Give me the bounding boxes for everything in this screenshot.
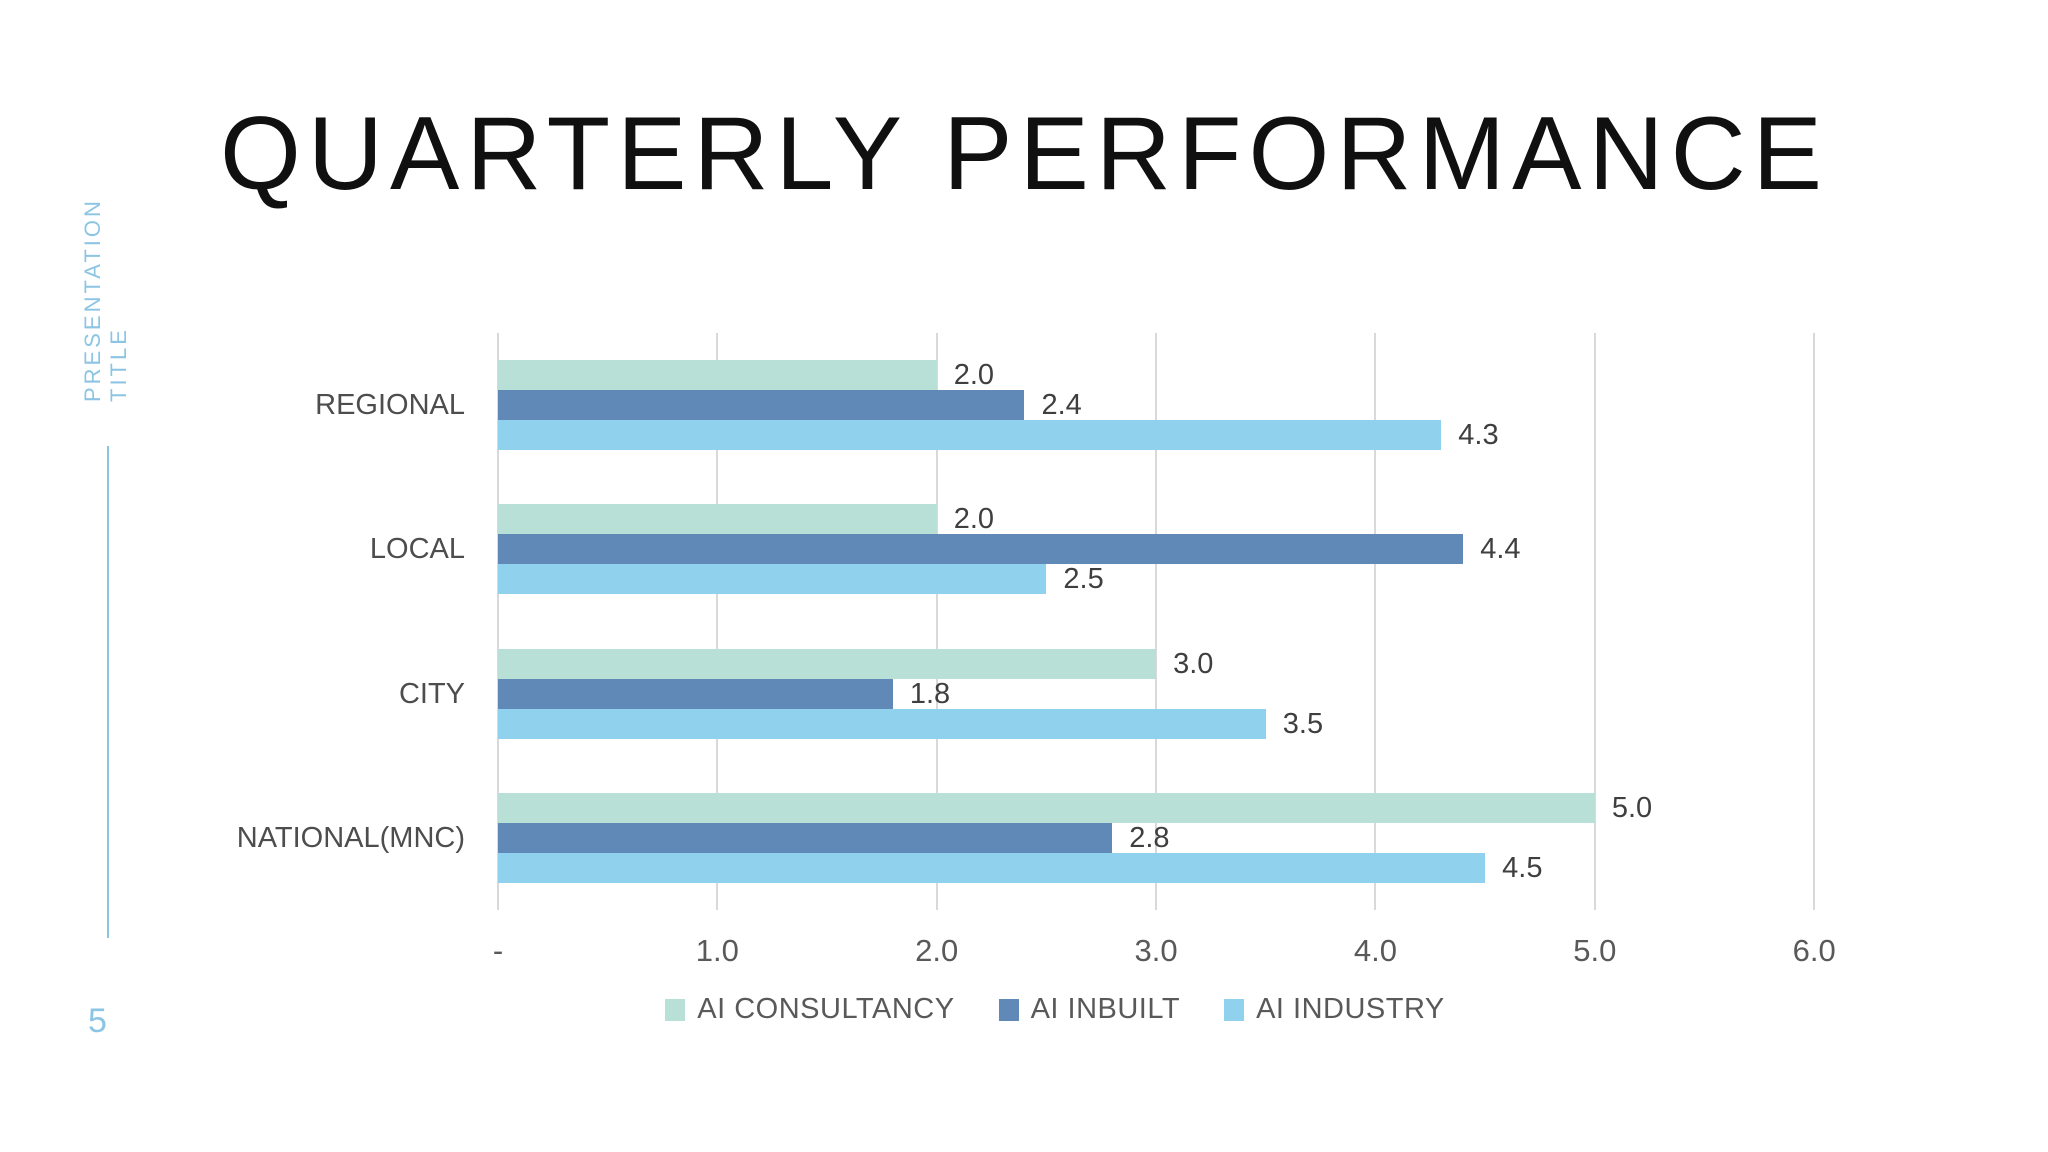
legend-label: AI CONSULTANCY bbox=[697, 993, 955, 1025]
legend-label: AI INDUSTRY bbox=[1256, 993, 1445, 1025]
gridline bbox=[1374, 333, 1377, 910]
value-label: 3.5 bbox=[1282, 707, 1324, 740]
legend-marker-icon bbox=[1224, 998, 1245, 1021]
gridline bbox=[1813, 333, 1816, 910]
chart-bar bbox=[498, 360, 937, 391]
x-tick-label: 5.0 bbox=[1573, 933, 1617, 968]
value-label: 2.0 bbox=[953, 503, 995, 536]
chart-bar bbox=[498, 504, 937, 535]
chart-bar bbox=[498, 534, 1464, 565]
legend-marker-icon bbox=[998, 998, 1019, 1021]
page-number: 5 bbox=[88, 1002, 107, 1040]
value-label: 4.4 bbox=[1480, 533, 1521, 566]
chart-bar bbox=[498, 564, 1047, 595]
slide-title: QUARTERLY PERFORMANCE bbox=[220, 96, 1830, 212]
x-tick-label: - bbox=[492, 933, 504, 968]
gridline bbox=[1155, 333, 1158, 910]
value-label: 2.8 bbox=[1129, 821, 1170, 854]
chart-bar bbox=[498, 648, 1157, 679]
value-label: 3.0 bbox=[1173, 647, 1214, 680]
category-label: CITY bbox=[398, 677, 465, 710]
category-label: REGIONAL bbox=[315, 389, 465, 422]
x-tick-label: 6.0 bbox=[1792, 933, 1836, 968]
x-tick-label: 1.0 bbox=[695, 933, 739, 968]
value-label: 2.5 bbox=[1063, 563, 1104, 596]
x-tick-label: 3.0 bbox=[1134, 933, 1178, 968]
value-label: 4.5 bbox=[1502, 851, 1543, 884]
sidebar-divider-line bbox=[107, 446, 109, 938]
value-label: 1.8 bbox=[909, 677, 951, 710]
category-label: LOCAL bbox=[369, 533, 465, 566]
category-label: NATIONAL(MNC) bbox=[236, 821, 465, 854]
value-label: 2.4 bbox=[1041, 389, 1082, 422]
gridline bbox=[935, 333, 938, 910]
x-tick-label: 2.0 bbox=[915, 933, 959, 968]
gridline bbox=[1593, 333, 1596, 910]
chart-legend: AI CONSULTANCY AI INBUILT AI INDUSTRY bbox=[230, 993, 1880, 1026]
chart-bar bbox=[498, 822, 1113, 853]
legend-label: AI INBUILT bbox=[1030, 993, 1181, 1025]
value-label: 2.0 bbox=[953, 359, 995, 392]
value-label: 5.0 bbox=[1611, 791, 1653, 824]
legend-item: AI INDUSTRY bbox=[1224, 993, 1445, 1026]
legend-item: AI INBUILT bbox=[998, 993, 1181, 1026]
gridline bbox=[716, 333, 719, 910]
x-tick-label: 4.0 bbox=[1353, 933, 1397, 968]
chart-bar bbox=[498, 852, 1486, 883]
gridline bbox=[497, 333, 499, 910]
value-label: 4.3 bbox=[1458, 419, 1499, 452]
chart-bar bbox=[498, 678, 893, 709]
chart-bar bbox=[498, 390, 1025, 421]
legend-item: AI CONSULTANCY bbox=[665, 993, 954, 1026]
legend-marker-icon bbox=[665, 998, 686, 1021]
chart-bar bbox=[498, 708, 1266, 739]
chart-bar bbox=[498, 420, 1442, 451]
chart-bar bbox=[498, 792, 1595, 823]
